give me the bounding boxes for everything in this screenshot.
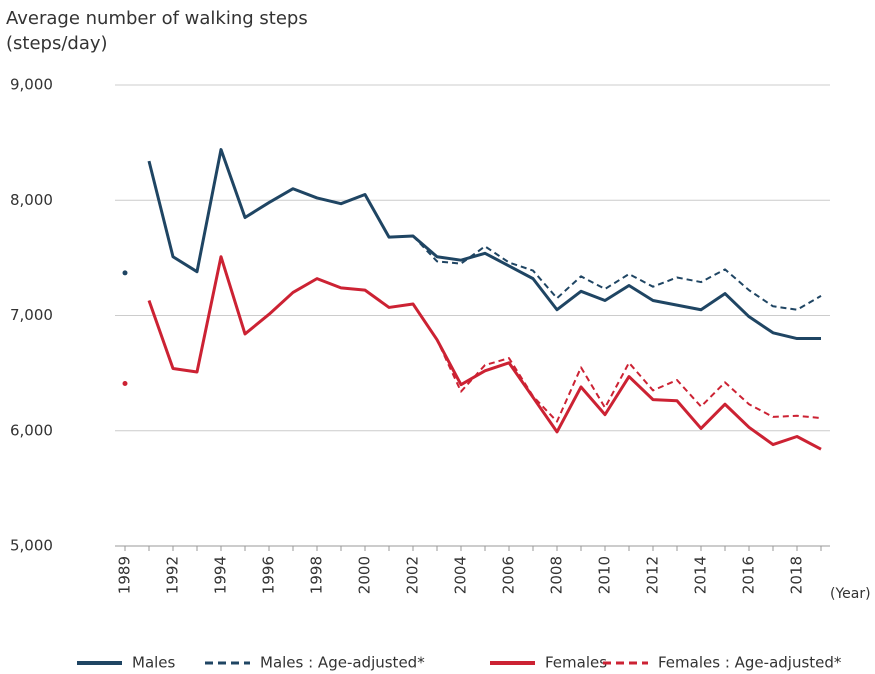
- line: [147, 148, 821, 341]
- x-tick-label: 2000: [356, 556, 374, 594]
- chart-title: Average number of walking steps: [6, 8, 308, 29]
- data-point: [122, 270, 128, 276]
- legend-label: Females : Age-adjusted*: [658, 654, 842, 672]
- x-tick-label: 1998: [308, 556, 326, 594]
- x-tick-label: 2008: [548, 556, 566, 594]
- y-tick-label: 9,000: [10, 76, 53, 94]
- y-tick-label: 6,000: [10, 421, 53, 439]
- legend-label: Females: [545, 654, 607, 672]
- line: [147, 255, 822, 451]
- legend-label: Males: [132, 654, 176, 672]
- x-tick-label: 1996: [260, 556, 278, 594]
- x-tick-label: 2012: [644, 556, 662, 594]
- dashed-line: [412, 303, 822, 423]
- x-tick-label: 1989: [116, 556, 134, 594]
- x-tick-label: 2018: [788, 556, 806, 594]
- x-tick-label: 2002: [404, 556, 422, 594]
- x-tick-label: 2010: [596, 556, 614, 594]
- dashed-line: [412, 235, 822, 311]
- data-point: [122, 380, 128, 386]
- legend-label: Males : Age-adjusted*: [260, 654, 425, 672]
- y-tick-label: 5,000: [10, 537, 53, 555]
- y-tick-label: 8,000: [10, 191, 53, 209]
- x-tick-label: 2006: [500, 556, 518, 594]
- y-axis-label: (steps/day): [6, 33, 108, 54]
- x-tick-label: 2014: [692, 556, 710, 594]
- x-tick-label: 2004: [452, 556, 470, 594]
- x-tick-label: 2016: [740, 556, 758, 594]
- x-tick-label: 1994: [212, 556, 230, 594]
- y-tick-label: 7,000: [10, 306, 53, 324]
- x-axis-label: (Year): [830, 586, 871, 602]
- x-tick-label: 1992: [164, 556, 182, 594]
